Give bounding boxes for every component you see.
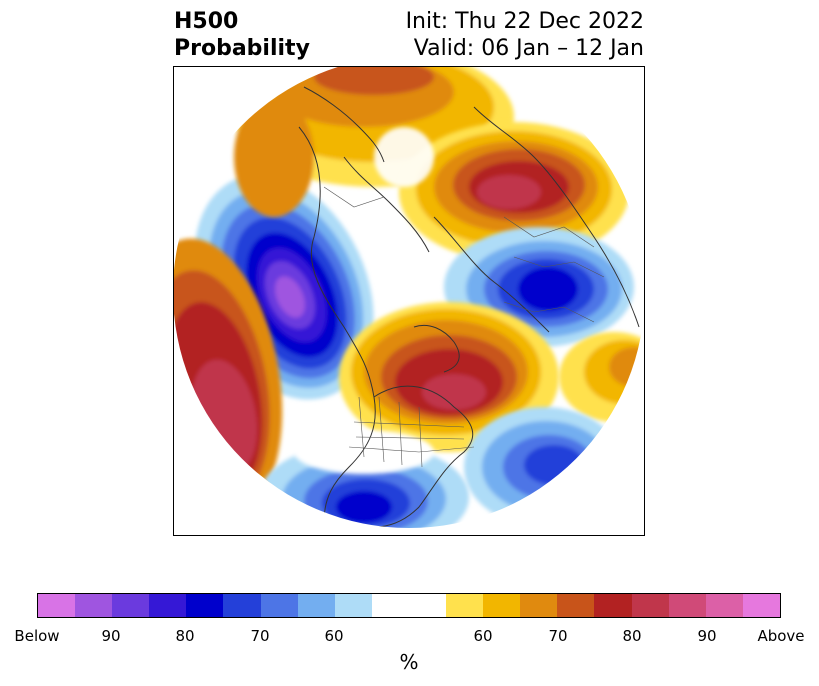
colorbar-segment [297,594,335,617]
colorbar-tick: Below [14,627,60,645]
borders [323,186,605,468]
title-right: Init: Thu 22 Dec 2022 Valid: 06 Jan – 12… [406,8,644,62]
colorbar-segment [705,594,743,617]
colorbar [37,593,781,618]
colorbar-segment [260,594,298,617]
colorbar-segment [631,594,669,617]
colorbar-segment [223,594,261,617]
title-variable: H500 [174,9,239,34]
colorbar-segment [186,594,224,617]
colorbar-tick: 70 [250,627,270,645]
atlantic-low-anomaly [464,407,624,527]
colorbar-tick: 60 [473,627,493,645]
title-type: Probability [174,36,310,61]
europe-low-anomaly [444,227,634,347]
siberia-high-anomaly [399,122,629,262]
colorbar-segment [112,594,150,617]
colorbar-segment [149,594,187,617]
colorbar-segment [75,594,113,617]
neutral-band [294,127,434,474]
map-panel [173,66,645,536]
colorbar-tick: 70 [548,627,568,645]
colorbar-segment [334,594,372,617]
colorbar-unit: % [399,650,419,674]
colorbar-segment [446,594,484,617]
pacific-low-anomaly [194,174,374,400]
valid-range: Valid: 06 Jan – 12 Jan [413,36,644,61]
colorbar-segment [520,594,558,617]
colorbar-segment [594,594,632,617]
colorbar-tick: 90 [101,627,121,645]
colorbar-segment [742,594,780,617]
colorbar-segment [668,594,706,617]
probability-map [174,67,644,528]
colorbar-tick: 60 [324,627,344,645]
colorbar-tick: 80 [622,627,642,645]
colorbar-tick: 80 [175,627,195,645]
title-left: H500 Probability [174,8,310,62]
colorbar-segment [557,594,595,617]
colorbar-tick: Above [757,627,805,645]
coastlines [298,86,640,528]
arctic-high-anomaly [234,67,514,217]
canada-high-anomaly [339,302,559,452]
init-date: Init: Thu 22 Dec 2022 [405,9,644,34]
colorbar-tick: 90 [697,627,717,645]
colorbar-segment [483,594,521,617]
colorbar-segment [371,594,447,617]
colorbar-segment [38,594,76,617]
